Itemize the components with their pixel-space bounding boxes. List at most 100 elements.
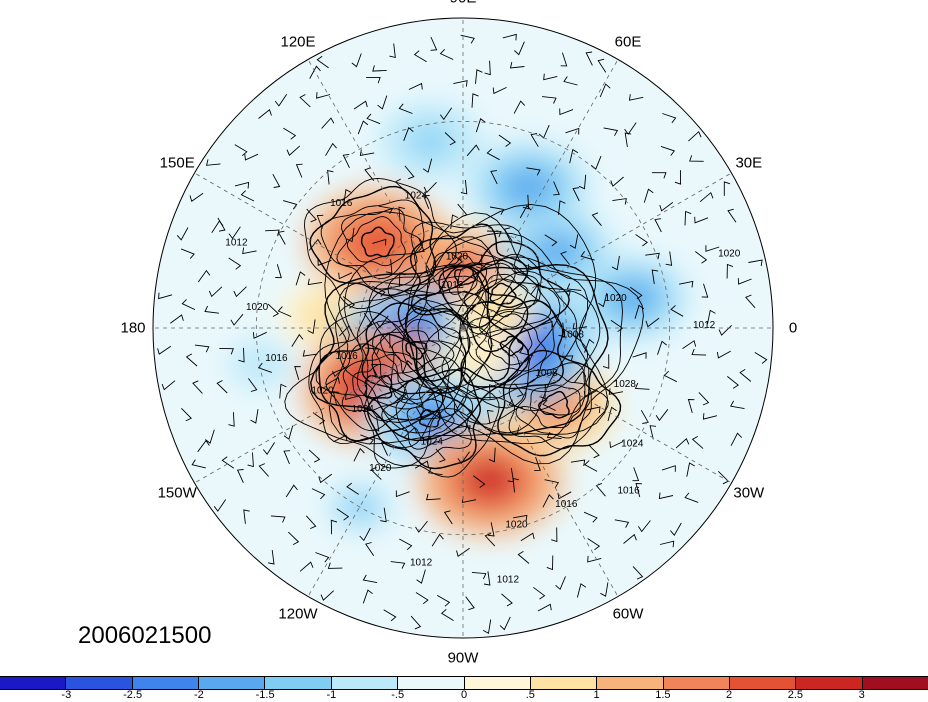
wind-barb (675, 438, 690, 449)
wind-barb (399, 538, 413, 551)
wind-barb (343, 189, 352, 204)
wind-barb (279, 383, 287, 399)
wind-barb (727, 376, 739, 389)
wind-barb (191, 459, 206, 469)
date-stamp: 2006021500 (78, 622, 212, 649)
contour-label: 1020 (311, 386, 334, 397)
wind-barb (723, 181, 731, 196)
wind-barb (208, 286, 223, 298)
colorbar-swatch (597, 677, 664, 689)
wind-barb (501, 593, 513, 607)
wind-barb (465, 596, 475, 611)
wind-barb (584, 460, 598, 472)
isobar (320, 199, 425, 290)
wind-barb (318, 473, 333, 484)
wind-barb (404, 165, 415, 180)
wind-barb (537, 603, 552, 612)
wind-barb (563, 76, 578, 86)
longitude-label: 180 (120, 319, 146, 337)
colorbar-swatch (862, 677, 928, 689)
isobar (346, 216, 406, 267)
wind-barb (555, 576, 566, 591)
wind-barb (332, 391, 340, 406)
wind-barb (556, 290, 571, 298)
colorbar-swatch (199, 677, 266, 689)
wind-barb (408, 82, 423, 90)
wind-barb (242, 247, 257, 255)
map-border (152, 17, 774, 639)
wind-barb (456, 547, 470, 558)
wind-barb (612, 198, 627, 205)
wind-barb (558, 355, 574, 362)
wind-barb (586, 406, 601, 414)
isobar (537, 390, 570, 419)
wind-barb (299, 561, 314, 572)
wind-barb (663, 370, 678, 383)
isobar (499, 335, 524, 357)
wind-barb (507, 467, 515, 483)
contour-label: 1020 (246, 302, 269, 313)
wind-barb (488, 522, 495, 537)
wind-barb (471, 93, 479, 108)
wind-barb (640, 409, 649, 424)
meridian-line (462, 327, 619, 597)
anomaly-patch (531, 232, 579, 269)
contour-label: 1024 (405, 191, 428, 202)
wind-barb (439, 107, 453, 121)
wind-barb (431, 533, 444, 547)
wind-barb (274, 94, 288, 107)
wind-barb (475, 118, 486, 133)
wind-barb (557, 491, 572, 500)
wind-barb (205, 429, 215, 444)
wind-barb (234, 181, 250, 189)
wind-barb (157, 345, 172, 355)
wind-barb (689, 155, 704, 162)
colorbar-swatch (530, 677, 598, 689)
wind-barb (597, 58, 607, 73)
wind-barb (514, 41, 525, 56)
colorbar-swatch (66, 677, 133, 689)
wind-barb (499, 616, 511, 631)
wind-barb (657, 340, 667, 355)
wind-barb (359, 527, 371, 542)
longitude-label: 60W (612, 605, 644, 623)
wind-barb (321, 117, 335, 129)
wind-barb (739, 369, 752, 382)
wind-barb (638, 520, 651, 533)
longitude-label: 60E (614, 33, 642, 51)
wind-barb (542, 96, 557, 104)
wind-barb (682, 340, 697, 349)
polar-map: 1012 1020 1016 1024 1020 1012 1016 1016 1024 1020… (152, 17, 774, 639)
wind-barb (513, 100, 526, 114)
wind-barb (372, 285, 386, 297)
wind-barb (389, 333, 396, 349)
wind-barb (197, 439, 210, 453)
wind-barb (457, 451, 470, 465)
wind-barb (662, 113, 677, 124)
wind-barb (583, 389, 598, 398)
isobar (336, 208, 423, 280)
wind-barb (519, 347, 534, 357)
wind-barb (252, 331, 267, 339)
contour-label: 1024 (421, 436, 444, 447)
wind-barb (342, 153, 350, 168)
meridian-line (307, 59, 464, 329)
isobar (363, 356, 500, 478)
wind-barb (670, 305, 684, 317)
wind-barb (250, 409, 259, 424)
colorbar-tick-label: -2.5 (123, 689, 143, 701)
contour-label: 1016 (265, 353, 288, 364)
wind-barb (651, 172, 667, 179)
wind-barb (659, 202, 674, 212)
contour-label: 1008 (535, 368, 558, 379)
wind-barb (674, 170, 682, 185)
contour-label: 1012 (497, 574, 520, 585)
wind-barb (489, 384, 496, 399)
wind-barb (492, 86, 507, 95)
contour-label: 1020 (505, 520, 528, 531)
wind-barb (635, 234, 648, 247)
wind-barb (320, 590, 335, 601)
isobar (466, 311, 555, 386)
colorbar-swatch (796, 677, 863, 689)
